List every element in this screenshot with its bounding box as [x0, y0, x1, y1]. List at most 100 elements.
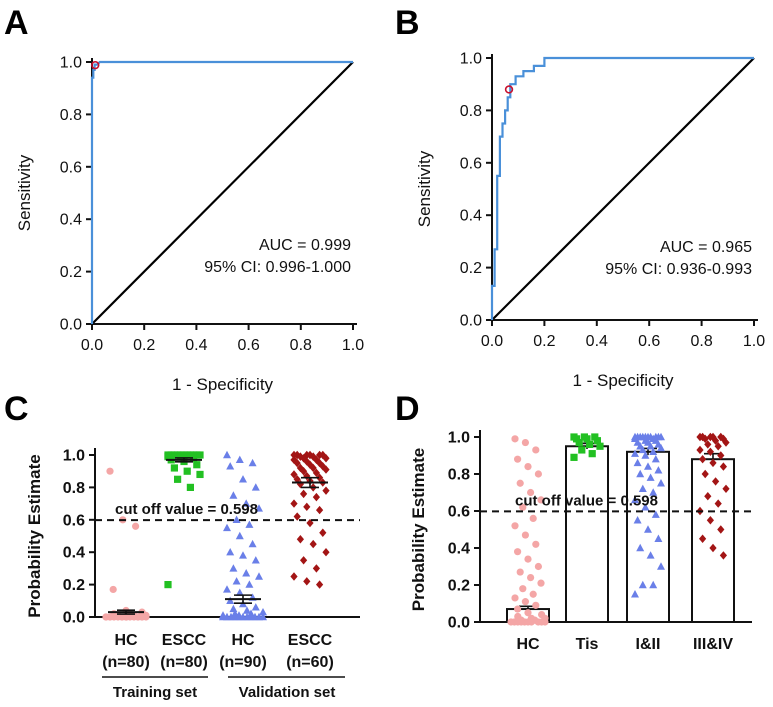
y-axis-label: Probability Estimate	[409, 448, 428, 611]
auc-label: AUC = 0.999	[259, 237, 351, 254]
y-tick-label: 0.4	[63, 545, 85, 562]
panel-label-b: B	[395, 4, 420, 42]
y-tick-label: 0.6	[460, 155, 482, 172]
data-point	[190, 454, 198, 462]
x-category-label: HC	[231, 632, 255, 649]
data-point	[657, 562, 665, 570]
data-point	[312, 468, 320, 478]
x-category-sub-label: (n=80)	[102, 654, 150, 671]
x-tick-label: 0.2	[133, 337, 155, 354]
data-point	[593, 437, 601, 445]
x-tick-label: 0.6	[237, 337, 259, 354]
data-point	[657, 432, 665, 441]
data-point	[300, 467, 308, 476]
data-point	[138, 613, 146, 621]
data-point	[106, 613, 114, 621]
data-point	[646, 442, 655, 450]
data-point	[312, 564, 320, 573]
data-point	[532, 446, 540, 454]
cutoff-label: cut off value = 0.598	[515, 492, 658, 509]
data-point	[712, 477, 720, 486]
data-point	[631, 449, 639, 457]
data-point	[704, 440, 712, 449]
data-point	[255, 572, 263, 580]
data-point	[293, 475, 301, 484]
data-point	[651, 510, 660, 518]
data-point	[527, 488, 535, 497]
data-point	[701, 434, 709, 444]
x-axis-label: 1 - Specificity	[172, 375, 274, 394]
data-point	[226, 462, 235, 470]
y-tick-label: 0.2	[63, 577, 85, 594]
data-point	[316, 505, 324, 515]
data-point	[649, 488, 658, 496]
data-point	[255, 504, 263, 512]
roc-curve	[90, 60, 353, 324]
bar	[691, 458, 735, 624]
x-tick-label: 0.4	[185, 337, 207, 354]
scatter-chart-probability: 0.0 0.2 0.4 0.6 0.8 1.0 Probability Estimate HC…	[25, 448, 360, 701]
data-point	[322, 548, 330, 557]
data-point	[516, 568, 524, 576]
data-point	[183, 467, 191, 475]
x-category-label: ESCC	[162, 632, 207, 649]
y-tick-label: 0.0	[63, 610, 85, 627]
data-point	[529, 514, 537, 523]
x-category-sub-label: (n=60)	[286, 654, 334, 671]
data-point	[537, 496, 545, 504]
reference-line	[91, 61, 354, 325]
data-point	[529, 590, 537, 598]
data-point	[303, 577, 311, 586]
data-point	[722, 484, 730, 493]
x-tick-label: 0.8	[690, 333, 712, 350]
data-point	[578, 446, 586, 454]
x-tick-label: 0.6	[638, 333, 660, 350]
data-point	[524, 555, 532, 563]
data-point	[312, 455, 320, 465]
x-category-label: ESCC	[288, 632, 333, 649]
data-point	[514, 548, 522, 556]
data-point	[516, 479, 524, 487]
data-point	[644, 462, 652, 470]
data-point	[638, 445, 647, 454]
data-point	[251, 603, 260, 611]
y-tick-label: 0.4	[448, 541, 470, 558]
data-point	[532, 601, 540, 609]
data-point	[309, 539, 317, 549]
data-point	[633, 516, 642, 524]
data-point	[714, 442, 722, 451]
data-point	[106, 467, 114, 475]
data-point	[290, 499, 298, 508]
data-point	[312, 492, 320, 502]
x-tick-label: 0.8	[290, 337, 312, 354]
y-tick-label: 0.0	[460, 313, 482, 330]
data-point	[699, 432, 707, 442]
data-point	[586, 440, 594, 448]
cutoff-point	[91, 60, 100, 70]
data-point	[699, 455, 707, 464]
data-point	[631, 590, 639, 598]
data-point	[259, 612, 267, 621]
data-point	[322, 454, 330, 463]
data-point	[511, 435, 519, 443]
data-point	[649, 580, 658, 589]
data-point	[319, 450, 327, 460]
data-point	[296, 463, 304, 473]
y-tick-label: 0.2	[448, 578, 470, 595]
data-point	[290, 470, 298, 479]
data-point	[232, 515, 241, 523]
data-point	[717, 525, 725, 534]
data-point	[122, 613, 130, 621]
x-tick-label: 0.2	[533, 333, 555, 350]
data-point	[596, 442, 604, 450]
bar-chart-stage: 0.0 0.2 0.4 0.6 0.8 1.0 Probability Estimate HC…	[409, 430, 752, 653]
data-point	[654, 466, 663, 474]
data-point	[521, 531, 530, 539]
x-tick-label: 0.0	[481, 333, 503, 350]
data-point	[646, 551, 655, 559]
data-point	[259, 607, 267, 616]
data-point	[651, 455, 660, 463]
data-point	[229, 491, 238, 499]
y-tick-label: 0.0	[60, 317, 82, 334]
data-point	[719, 551, 727, 560]
